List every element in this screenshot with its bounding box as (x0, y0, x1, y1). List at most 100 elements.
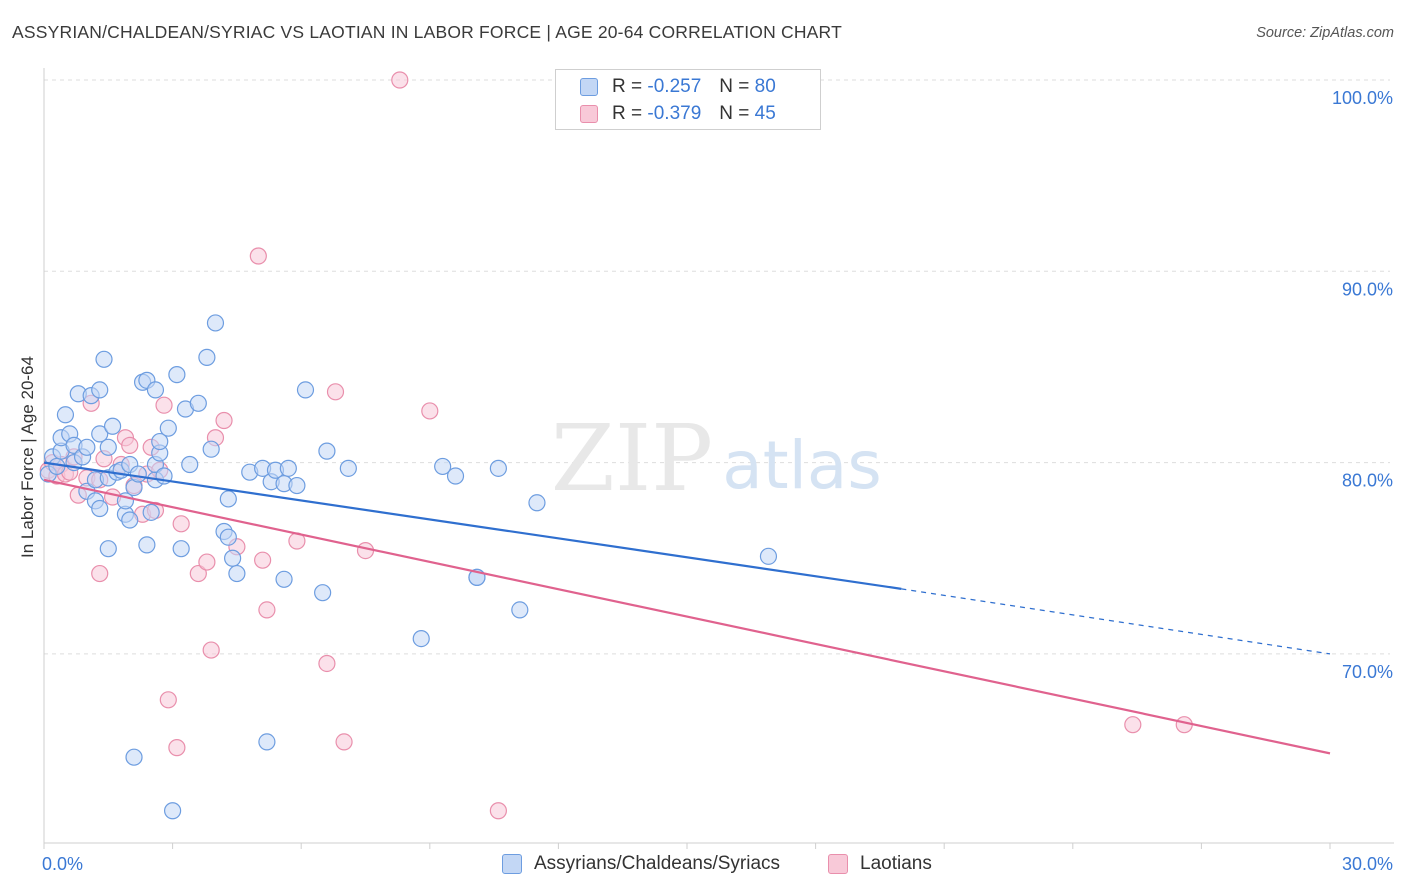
assyrian-point (446, 467, 465, 485)
x-tick-label: 0.0% (42, 854, 83, 874)
assyrian-point (528, 494, 546, 512)
assyrian-point (181, 455, 199, 474)
laotian-point (189, 564, 207, 583)
assyrian-point (219, 490, 237, 508)
laotian-point (1124, 716, 1142, 734)
assyrian-point (339, 459, 357, 477)
assyrian-point (288, 476, 306, 495)
assyrian-point (151, 432, 169, 451)
bottom-legend-label: Laotians (860, 853, 932, 874)
y-tick-label: 80.0% (1342, 471, 1393, 491)
y-axis-title: In Labor Force | Age 20-64 (18, 356, 37, 558)
assyrian-point (759, 547, 778, 565)
assyrian-point (314, 584, 332, 602)
assyrian-point (219, 528, 237, 546)
assyrian-point (159, 419, 177, 437)
legend-n-value: 80 (754, 76, 776, 97)
assyrian-point (489, 459, 507, 477)
watermark: ZIP atlas (551, 405, 882, 512)
assyrian-point (129, 465, 147, 483)
laotian-point (198, 553, 216, 571)
laotian-point (421, 402, 439, 420)
assyrian-point (258, 733, 276, 751)
laotian-trend-line (43, 478, 1331, 755)
x-tick-label: 30.0% (1342, 854, 1393, 874)
y-tick-label: 90.0% (1342, 279, 1393, 299)
bottom-legend-swatch-pink (828, 854, 848, 874)
assyrian-point (91, 381, 109, 399)
legend-row-assyrian: R = -0.257 N = 80 (580, 76, 776, 98)
assyrian-trend-extension (901, 588, 1331, 655)
assyrian-point (99, 438, 117, 456)
legend-r-label: R = (612, 76, 643, 97)
legend-swatch-blue (580, 78, 598, 96)
assyrian-point (138, 536, 156, 554)
bottom-legend-assyrian: Assyrians/Chaldeans/Syriacs (502, 852, 780, 876)
assyrian-point (56, 406, 75, 424)
bottom-legend-laotian: Laotians (828, 852, 932, 876)
assyrian-point (121, 511, 139, 529)
watermark-atlas-text: atlas (722, 427, 882, 504)
assyrian-point (228, 564, 246, 583)
assyrian-points (39, 314, 778, 820)
assyrian-point (91, 425, 109, 443)
legend-n-value: 45 (754, 103, 776, 124)
source-credit: Source: ZipAtlas.com (1256, 25, 1394, 41)
laotian-point (215, 411, 233, 430)
legend-r-label: R = (612, 103, 643, 124)
assyrian-point (434, 457, 452, 476)
assyrian-point (206, 314, 225, 332)
assyrian-point (78, 438, 96, 456)
legend-r-value: -0.257 (647, 76, 702, 97)
assyrian-trend-line (43, 461, 902, 590)
y-tick-label: 100.0% (1332, 88, 1393, 108)
assyrian-point (198, 348, 216, 366)
legend-n-label: N = (719, 76, 750, 97)
laotian-point (159, 691, 177, 709)
bottom-legend-label: Assyrians/Chaldeans/Syriacs (534, 853, 781, 874)
assyrian-point (412, 629, 430, 648)
assyrian-point (95, 350, 113, 368)
legend-row-laotian: R = -0.379 N = 45 (580, 103, 776, 125)
assyrian-point (511, 601, 529, 619)
assyrian-point (142, 503, 160, 521)
watermark-zip-text: ZIP (551, 405, 713, 512)
assyrian-point (168, 366, 186, 384)
assyrian-point (146, 381, 165, 399)
stats-legend: R = -0.257 N = 80 R = -0.379 N = 45 (555, 69, 821, 130)
assyrian-point (99, 540, 117, 558)
laotian-point (155, 396, 173, 414)
legend-r-value: -0.379 (647, 103, 702, 124)
laotian-point (335, 733, 353, 751)
legend-n-label: N = (719, 103, 750, 124)
laotian-point (249, 247, 267, 265)
grid-lines (44, 79, 1390, 655)
assyrian-point (172, 540, 190, 558)
assyrian-point (164, 802, 182, 820)
assyrian-point (296, 381, 315, 399)
laotian-point (202, 641, 220, 659)
bottom-legend-swatch-blue (502, 854, 522, 874)
laotian-point (356, 541, 375, 560)
assyrian-point (189, 394, 207, 412)
laotian-point (168, 739, 186, 757)
assyrian-point (125, 748, 143, 766)
assyrian-point (318, 442, 336, 460)
laotian-point (489, 802, 507, 820)
y-tick-label: 70.0% (1342, 662, 1393, 682)
assyrian-point (103, 417, 122, 435)
assyrian-point (202, 440, 220, 458)
tick-labels: 100.0% 90.0% 80.0% 70.0% 0.0% 30.0% (42, 88, 1393, 874)
laotian-point (318, 654, 336, 673)
laotian-point (391, 71, 409, 89)
axes (43, 68, 1394, 849)
assyrian-point (91, 499, 109, 518)
chart-title: ASSYRIAN/CHALDEAN/SYRIAC VS LAOTIAN IN L… (12, 22, 842, 42)
laotian-point (258, 601, 276, 619)
assyrian-point (275, 570, 293, 588)
laotian-point (254, 551, 272, 569)
laotian-point (121, 436, 139, 454)
legend-swatch-pink (580, 105, 598, 123)
laotian-point (326, 383, 345, 401)
